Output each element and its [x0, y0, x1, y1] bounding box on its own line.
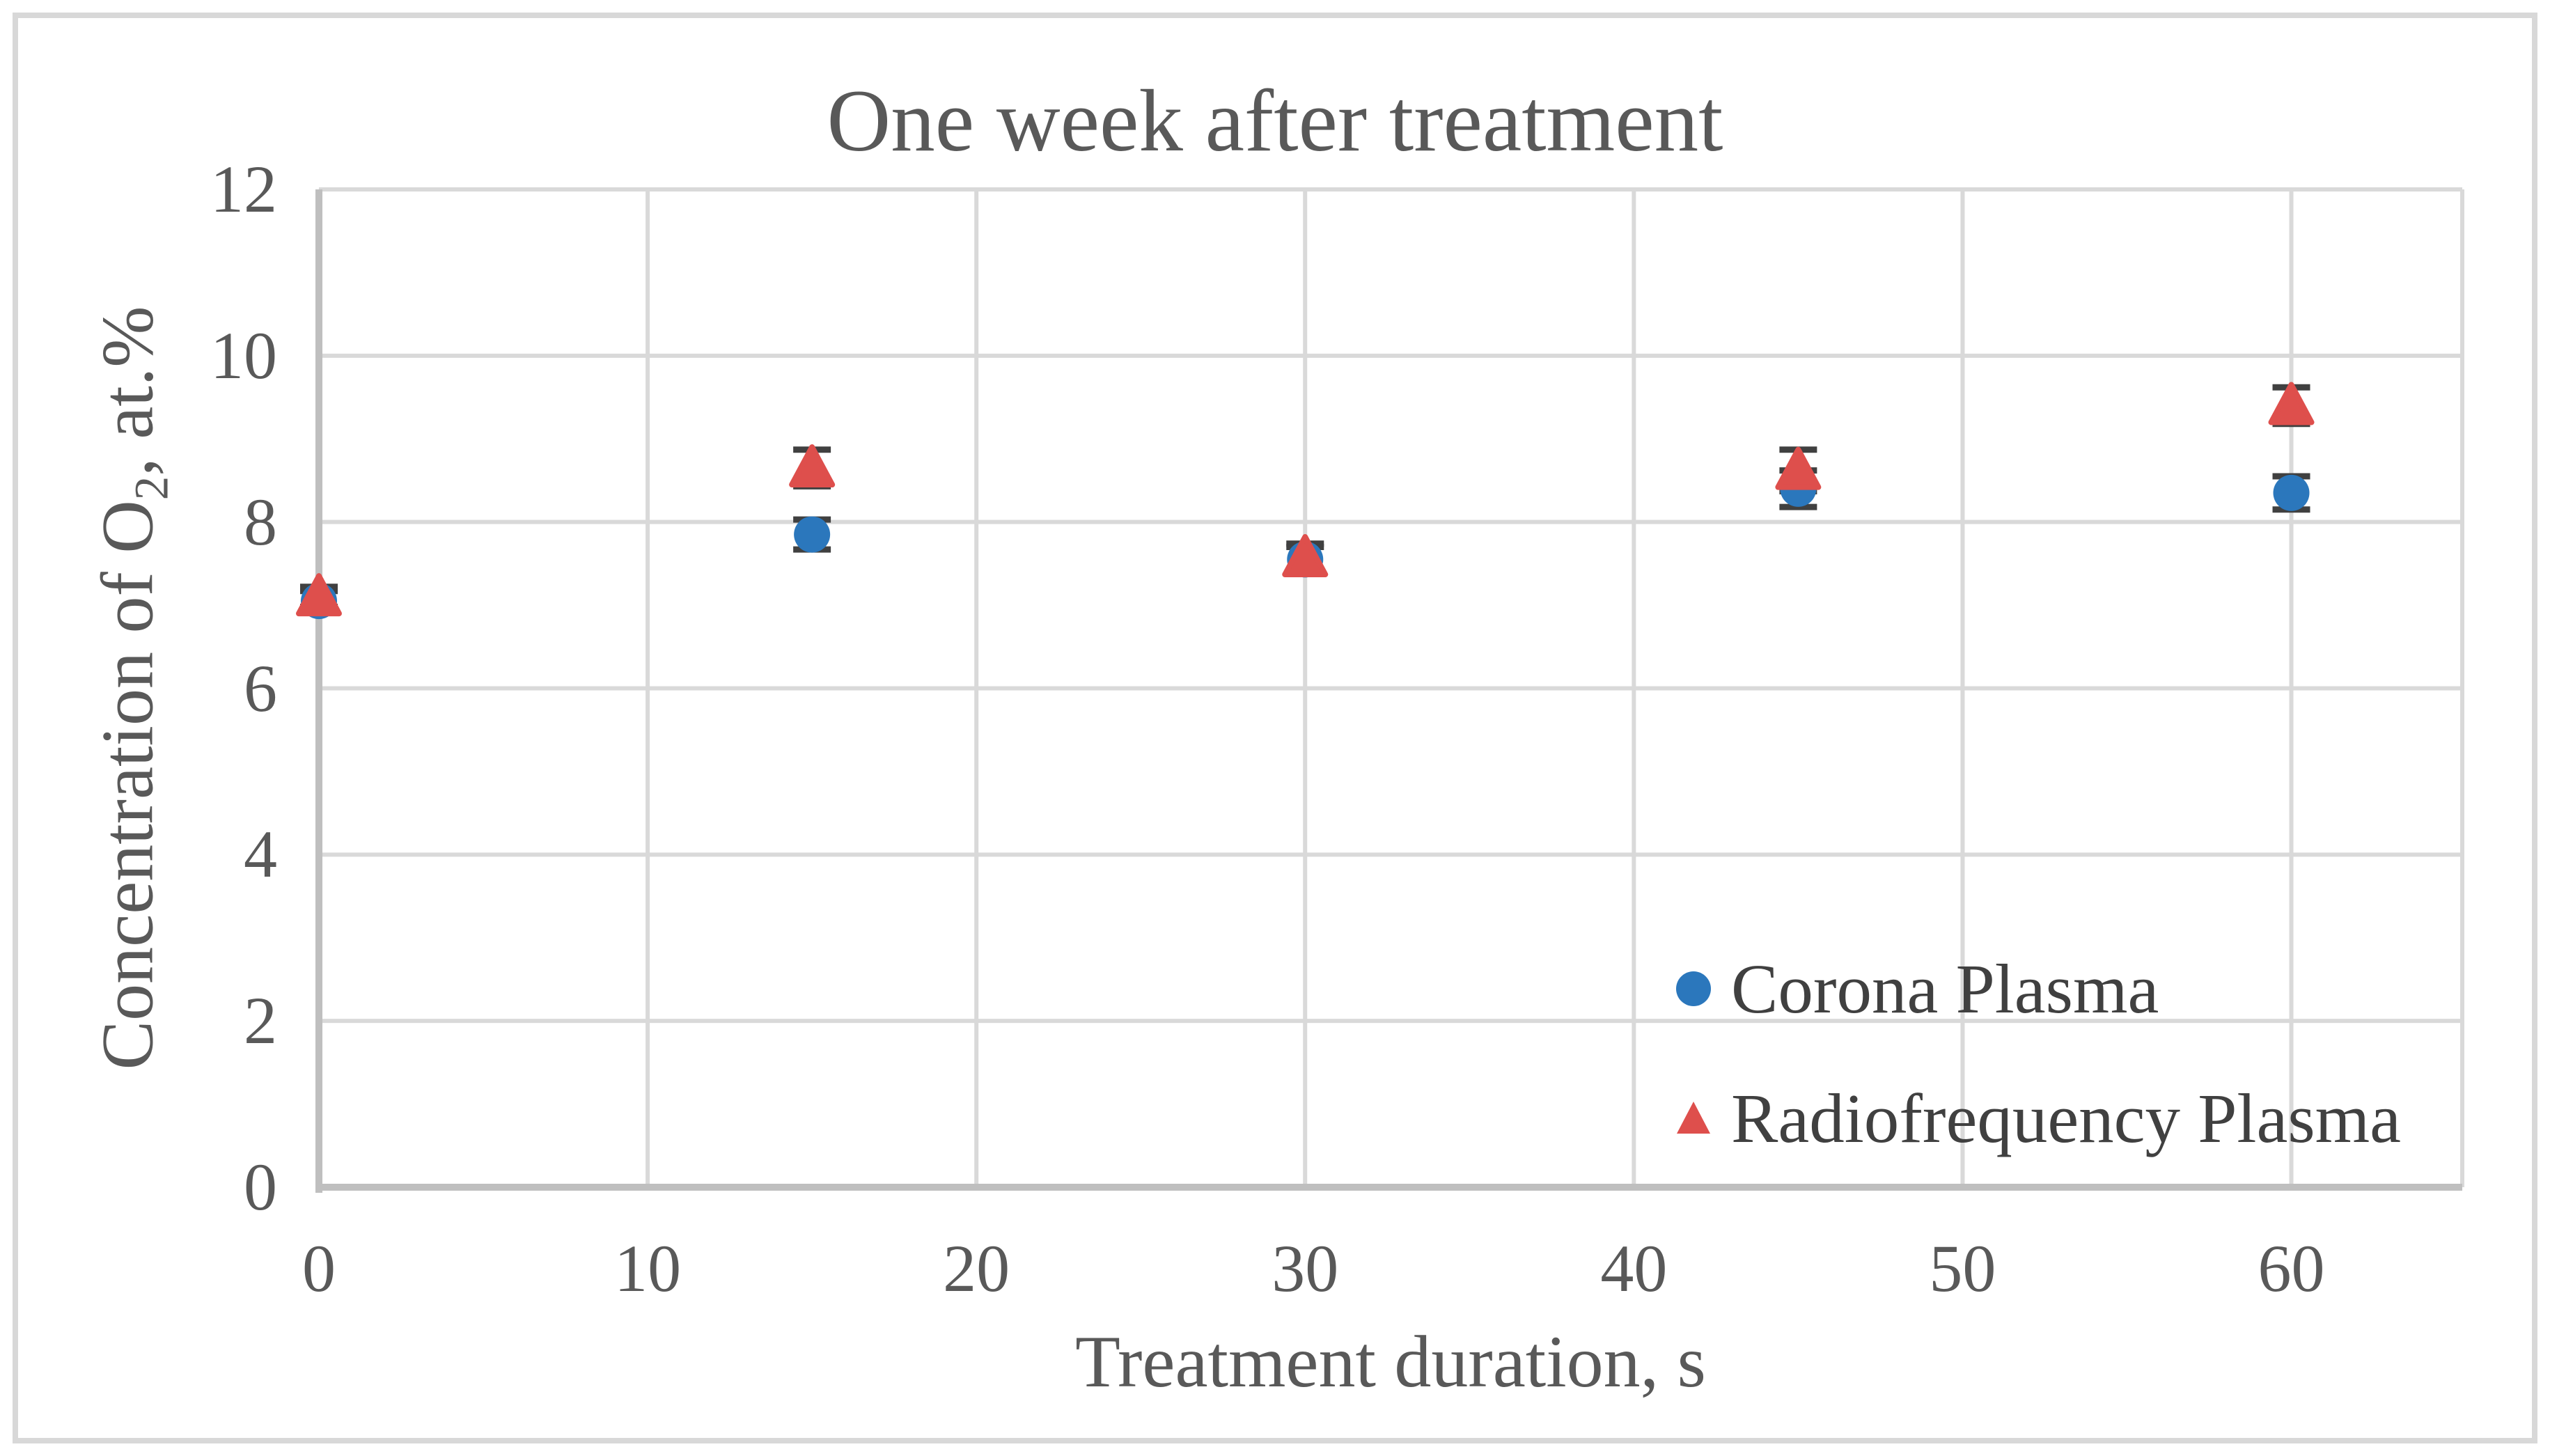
radiofrequency-plasma-triangle-icon	[1677, 1102, 1710, 1134]
y-tick-label-0: 0	[244, 1150, 277, 1224]
y-tick-label-4: 4	[244, 817, 277, 892]
x-tick-label-20: 20	[943, 1231, 1010, 1306]
x-axis-title: Treatment duration, s	[1075, 1321, 1706, 1402]
x-tick-label-40: 40	[1600, 1231, 1668, 1306]
x-tick-label-0: 0	[302, 1231, 336, 1306]
data-point-circle	[794, 516, 831, 553]
y-axis-title-text: Concentration of O	[86, 500, 169, 1070]
data-point-triangle	[296, 573, 342, 617]
x-tick-label-30: 30	[1272, 1231, 1339, 1306]
chart-title: One week after treatment	[827, 72, 1723, 170]
y-axis-title-subscript: 2	[125, 476, 178, 501]
y-tick-label-2: 2	[244, 983, 277, 1058]
legend-item-radiofrequency-plasma: Radiofrequency Plasma	[1674, 1075, 2401, 1161]
legend-label-corona-plasma: Corona Plasma	[1731, 950, 2159, 1028]
data-point-triangle	[2268, 382, 2315, 425]
legend-label-radiofrequency-plasma: Radiofrequency Plasma	[1731, 1079, 2402, 1157]
corona-plasma-circle-icon	[1676, 971, 1711, 1006]
legend-item-corona-plasma: Corona Plasma	[1674, 946, 2401, 1032]
data-point-circle	[2273, 474, 2310, 511]
data-point-triangle	[789, 444, 836, 488]
y-axis-title-units: , at.%	[86, 306, 169, 476]
y-tick-label-8: 8	[244, 484, 277, 559]
y-axis-title: Concentration of O2, at.%	[85, 306, 179, 1070]
data-point-triangle	[1282, 534, 1329, 578]
y-tick-label-12: 12	[210, 152, 277, 226]
data-point-triangle	[1775, 446, 1822, 490]
legend: Corona Plasma Radiofrequency Plasma	[1674, 946, 2401, 1205]
x-tick-label-60: 60	[2258, 1231, 2325, 1306]
x-tick-label-50: 50	[1929, 1231, 1996, 1306]
y-tick-label-10: 10	[210, 318, 277, 393]
y-tick-label-6: 6	[244, 650, 277, 726]
x-tick-label-10: 10	[614, 1231, 682, 1306]
